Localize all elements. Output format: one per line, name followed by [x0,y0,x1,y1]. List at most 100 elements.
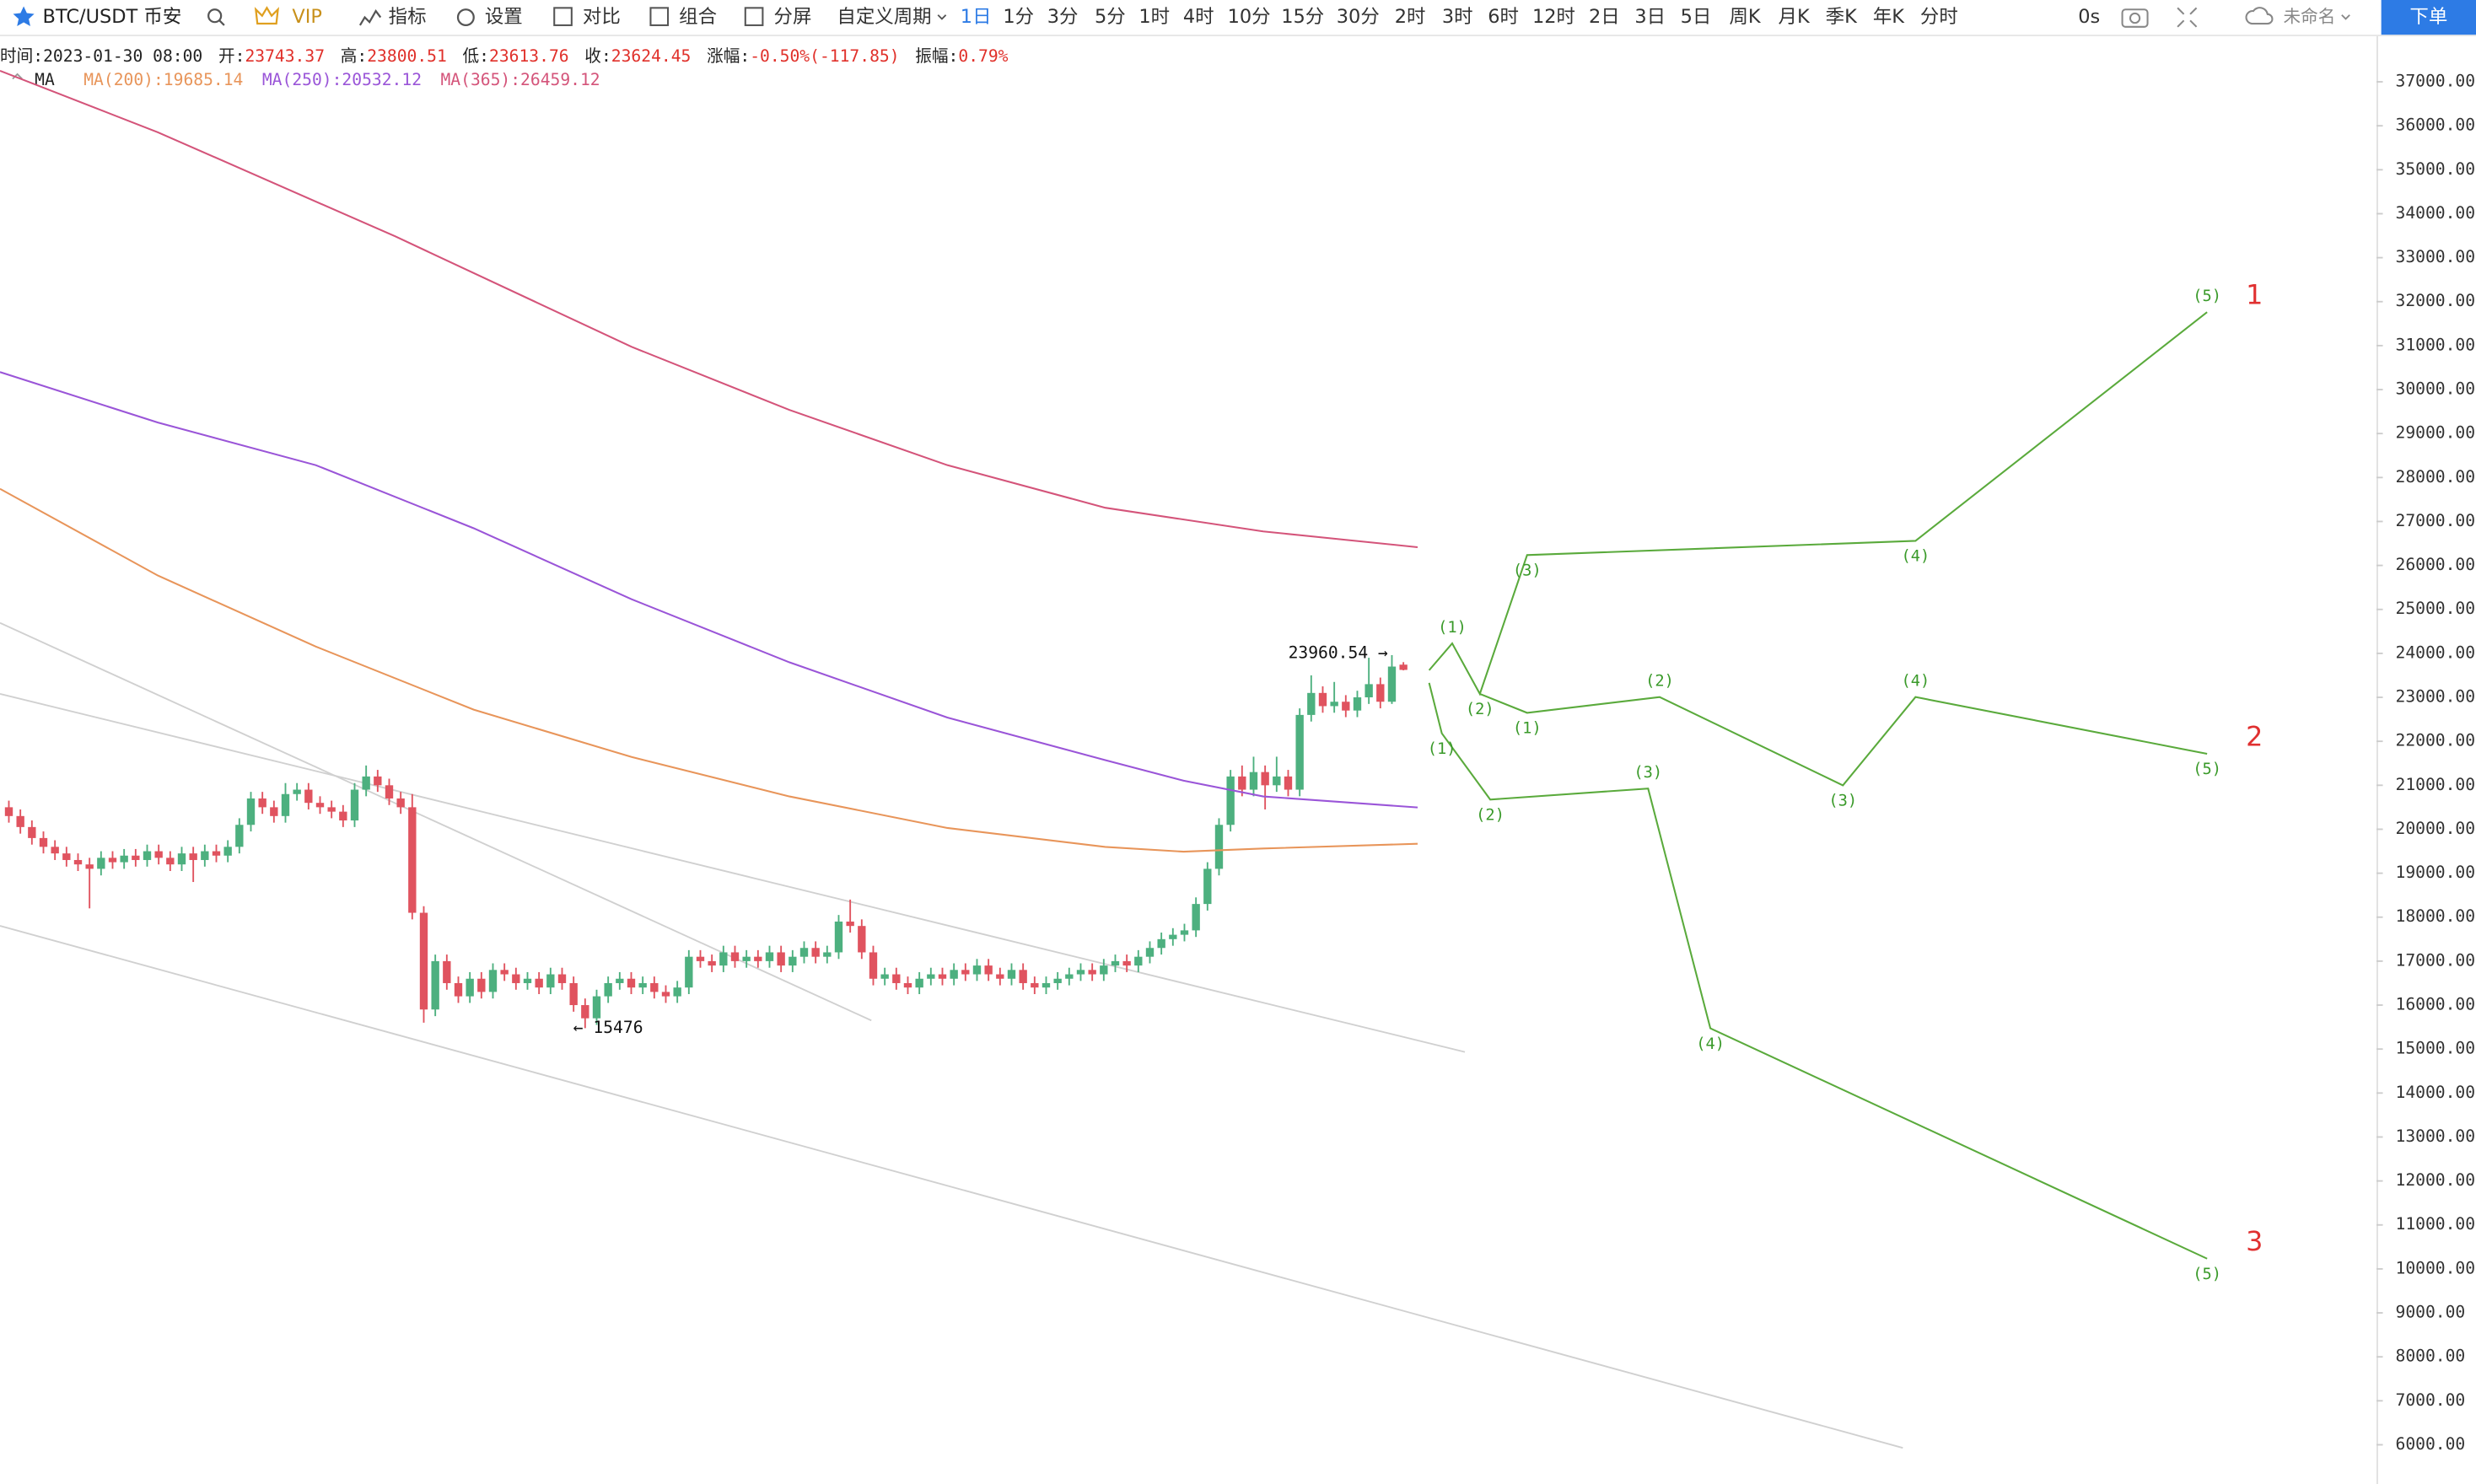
period-button[interactable]: 5分 [1095,6,1126,28]
camera-lens [2129,12,2141,24]
wave-label: (2) [1466,701,1494,718]
dropdown-chevron[interactable] [937,14,947,20]
y-tick-label: 22000.00 [2396,731,2476,750]
candle-body [1019,970,1027,983]
candle-body [1387,666,1397,702]
candle-body [315,803,325,808]
candle-body [1169,934,1177,939]
toolbar-item[interactable]: 对比 [583,6,621,28]
y-tick-label: 30000.00 [2396,379,2476,399]
y-tick-label: 20000.00 [2396,819,2476,838]
candle-body [858,926,866,953]
candle-body [1307,692,1316,715]
order-button[interactable] [2381,0,2476,35]
candle-body [1007,970,1016,979]
search-icon[interactable] [207,8,223,24]
toolbar-item[interactable]: 自定义周期 [837,6,931,28]
camera-icon[interactable] [2121,8,2149,28]
toolbar-item[interactable]: 指标 [389,6,427,28]
candle-body [1065,974,1074,979]
layout-chevron[interactable] [2341,14,2350,20]
period-button[interactable]: 1时 [1138,6,1170,28]
candle-body [673,987,681,997]
candle-body [557,974,567,983]
ma-title: MA [35,70,55,89]
period-button[interactable]: 周K [1729,6,1761,28]
candle-body [1273,776,1281,786]
period-button[interactable]: 分时 [1920,6,1958,28]
period-button[interactable]: 月K [1779,6,1811,28]
cloud-icon[interactable] [2245,7,2274,25]
toolbar [0,0,2476,35]
period-button[interactable]: 季K [1826,6,1858,28]
candle-body [892,974,901,983]
info-value: 23800.51 [367,46,447,66]
candle-body [915,978,923,988]
wave-label: (2) [1645,672,1674,690]
split-icon[interactable] [744,7,764,26]
period-button[interactable]: 3时 [1442,6,1473,28]
period-button[interactable]: 3日 [1634,6,1666,28]
y-tick-label: 18000.00 [2396,906,2476,926]
fullscreen-icon[interactable] [2177,7,2198,28]
wave-label: (4) [1901,672,1930,690]
period-button[interactable]: 年K [1873,6,1905,28]
period-button[interactable]: 3分 [1047,6,1079,28]
wave-label: (1) [1428,740,1456,758]
order-button-label[interactable]: 下单 [2409,6,2447,28]
candle-body [1284,776,1293,790]
candle-body [16,815,24,827]
candle-body [1111,960,1120,966]
candle-body [166,858,175,865]
period-button[interactable]: 30分 [1337,6,1380,28]
y-tick-label: 7000.00 [2396,1390,2466,1410]
period-button[interactable]: 1日 [961,6,992,28]
toolbar-item[interactable]: 分屏 [774,6,812,28]
indicator-icon[interactable] [358,9,382,26]
candle-body [1203,868,1212,905]
candle-body [592,996,601,1019]
wave-label: (3) [1634,764,1662,782]
candle-body [1226,776,1235,825]
candle-body [293,789,301,794]
info-value: 2023-01-30 08:00 [43,46,202,66]
compare-icon[interactable] [553,7,573,26]
candle-body [984,965,993,975]
toolbar-item[interactable]: 设置 [485,6,523,28]
period-button[interactable]: 4时 [1183,6,1214,28]
candle-body [488,970,498,992]
candle-body [1100,965,1108,975]
period-button[interactable]: 1分 [1003,6,1034,28]
period-button[interactable]: 15分 [1281,6,1324,28]
period-button[interactable]: 2日 [1589,6,1620,28]
period-button[interactable]: 10分 [1228,6,1271,28]
y-tick-label: 9000.00 [2396,1303,2466,1322]
settings-icon[interactable] [456,8,475,27]
period-button[interactable]: 12时 [1532,6,1575,28]
combine-icon[interactable] [649,7,670,26]
ma-toggle[interactable] [12,73,23,80]
toolbar-item[interactable]: VIP [292,6,322,28]
toolbar-item[interactable]: 组合 [679,6,717,28]
candle-body [650,982,659,992]
symbol[interactable]: BTC/USDT 币安 [43,6,182,28]
y-tick-label: 10000.00 [2396,1258,2476,1277]
candle-body [512,974,520,983]
y-tick-label: 34000.00 [2396,203,2476,223]
y-tick-label: 21000.00 [2396,775,2476,794]
wave-label: (3) [1828,793,1857,810]
layout-name[interactable]: 未命名 [2284,7,2336,27]
trendline [0,925,1903,1449]
candle-body [708,960,716,966]
period-button[interactable]: 5日 [1681,6,1712,28]
candle-body [742,956,751,961]
candle-body [1261,772,1269,786]
candle-body [799,948,809,957]
period-button[interactable]: 2时 [1395,6,1426,28]
candle-body [846,921,854,927]
candle-body [235,825,244,847]
period-button[interactable]: 6时 [1488,6,1519,28]
candle-body [627,978,636,988]
favorite-icon[interactable] [13,6,35,27]
vip-icon[interactable] [254,6,280,25]
